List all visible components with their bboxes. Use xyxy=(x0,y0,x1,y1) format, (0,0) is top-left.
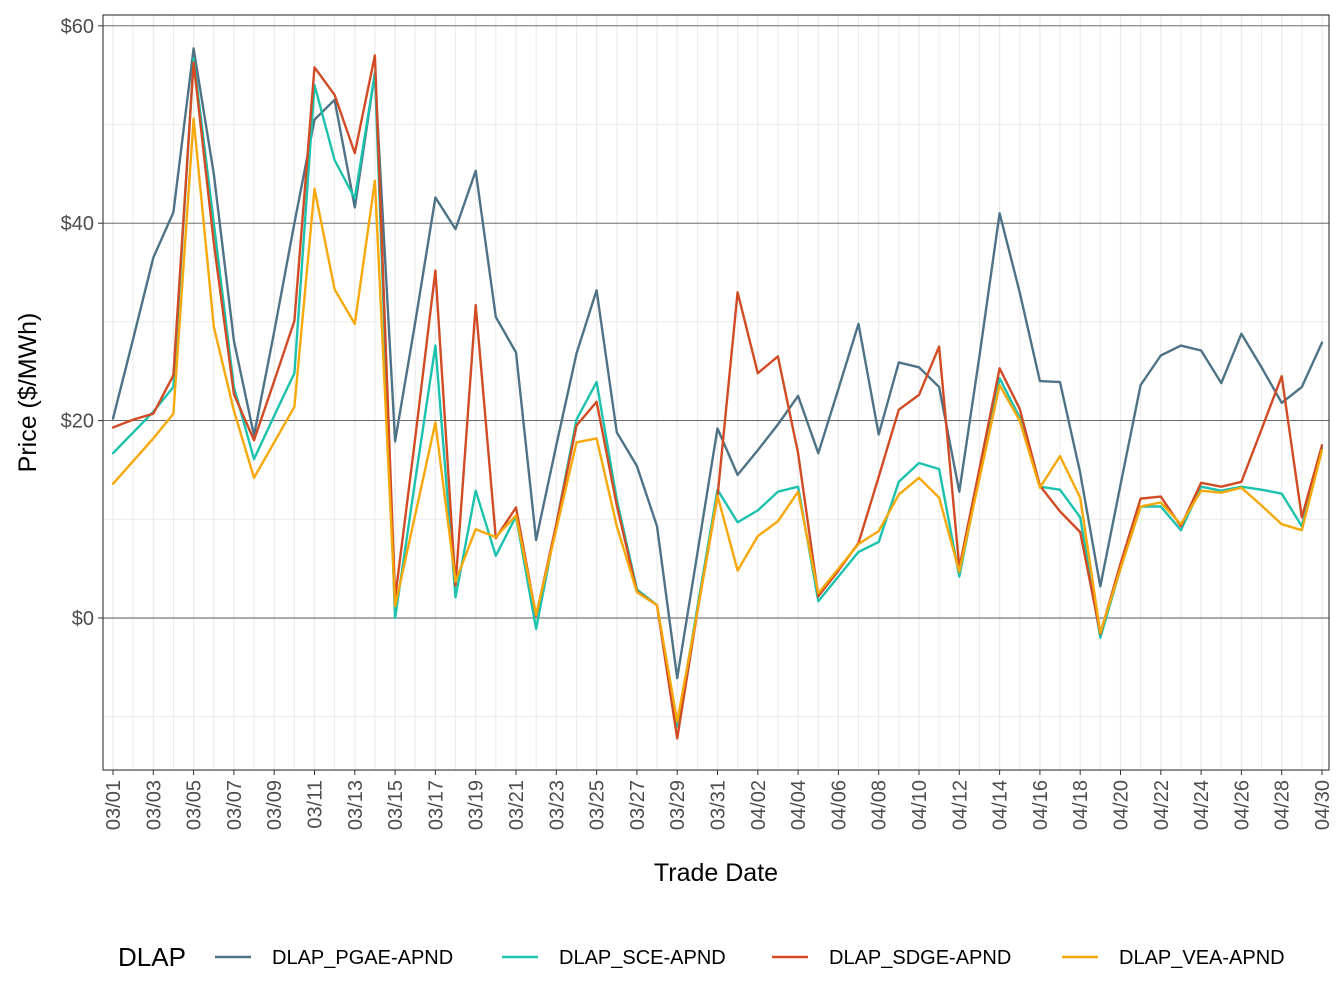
x-tick-label: 03/27 xyxy=(627,780,649,830)
x-tick-label: 04/20 xyxy=(1111,780,1133,830)
y-tick-label: $0 xyxy=(72,608,94,630)
x-tick-label: 04/06 xyxy=(828,780,850,830)
series-lines xyxy=(111,47,1324,740)
x-tick-label: 04/08 xyxy=(869,780,891,830)
series-line-1 xyxy=(111,47,1324,680)
x-tick-label: 04/02 xyxy=(748,780,770,830)
x-tick-label: 03/23 xyxy=(546,780,568,830)
legend-label-1: DLAP_PGAE-APND xyxy=(272,947,453,969)
x-tick-label: 04/24 xyxy=(1191,780,1213,830)
legend-label-2: DLAP_SCE-APND xyxy=(559,947,726,969)
panel-border xyxy=(102,14,1330,771)
x-tick-label: 03/07 xyxy=(224,780,246,830)
x-tick-label: 03/11 xyxy=(305,780,327,829)
minor-gridlines xyxy=(103,15,1329,770)
x-tick-label: 04/28 xyxy=(1272,780,1294,830)
x-tick-label: 03/13 xyxy=(345,780,367,830)
x-tick-label: 04/14 xyxy=(990,780,1012,830)
x-tick-label: 03/19 xyxy=(466,780,488,830)
legend: DLAP DLAP_PGAE-APND DLAP_SCE-APND DLAP_SDG… xyxy=(118,942,1285,972)
x-tick-label: 03/15 xyxy=(385,780,407,830)
x-tick-label: 04/12 xyxy=(949,780,971,830)
x-axis: 03/01 03/03 03/05 03/07 03/09 03/11 03/13 03/15… xyxy=(103,770,1334,830)
x-tick-label: 03/01 xyxy=(103,780,125,830)
legend-label-4: DLAP_VEA-APND xyxy=(1119,947,1285,969)
x-tick-label: 04/26 xyxy=(1231,780,1253,830)
x-axis-title: Trade Date xyxy=(654,859,778,887)
x-tick-label: 03/17 xyxy=(425,780,447,830)
x-tick-label: 03/03 xyxy=(143,780,165,830)
legend-label-3: DLAP_SDGE-APND xyxy=(829,947,1011,969)
x-tick-label: 03/29 xyxy=(667,780,689,830)
legend-title: DLAP xyxy=(118,942,186,972)
x-tick-label: 04/30 xyxy=(1312,780,1334,830)
y-axis-title: Price ($/MWh) xyxy=(14,313,42,473)
x-tick-label: 04/04 xyxy=(788,780,810,830)
x-tick-label: 04/22 xyxy=(1151,780,1173,830)
y-tick-label: $40 xyxy=(61,213,94,235)
x-tick-label: 03/05 xyxy=(184,780,206,830)
y-tick-label: $60 xyxy=(61,16,94,38)
x-tick-label: 04/10 xyxy=(909,780,931,830)
major-gridlines xyxy=(103,15,1329,770)
series-line-4 xyxy=(111,117,1324,723)
x-tick-label: 04/16 xyxy=(1030,780,1052,830)
x-tick-label: 03/21 xyxy=(506,780,528,830)
y-axis: $0 $20 $40 $60 xyxy=(61,16,103,630)
x-tick-label: 03/31 xyxy=(708,780,730,830)
x-tick-label: 04/18 xyxy=(1070,780,1092,830)
x-tick-label: 03/09 xyxy=(264,780,286,830)
y-tick-label: $20 xyxy=(61,411,94,433)
x-tick-label: 03/25 xyxy=(587,780,609,830)
